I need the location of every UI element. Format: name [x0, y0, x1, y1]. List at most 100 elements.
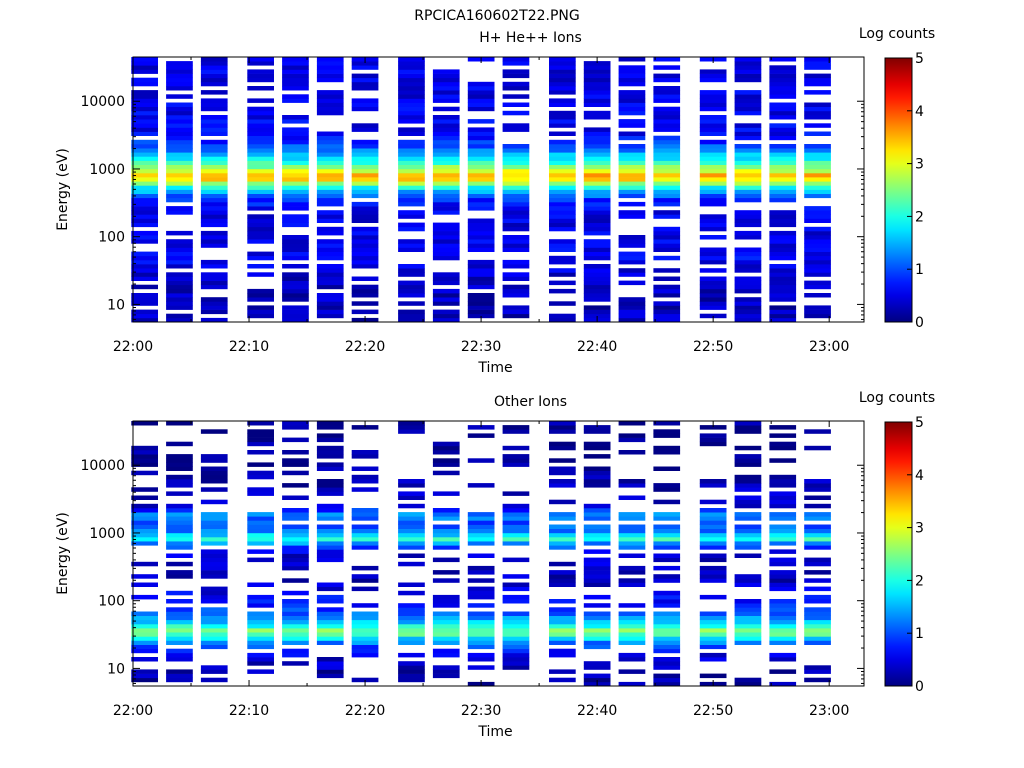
heatmap-cell	[653, 255, 681, 261]
heatmap-cell	[583, 615, 611, 621]
heatmap-cell	[398, 164, 425, 170]
heatmap-cell	[200, 665, 228, 670]
heatmap-cell	[734, 177, 762, 182]
heatmap-cell	[316, 557, 344, 563]
heatmap-cell	[316, 450, 344, 455]
heatmap-cell	[583, 470, 611, 476]
heatmap-cell	[734, 65, 762, 70]
heatmap-cell	[131, 251, 158, 257]
heatmap-cell	[769, 65, 797, 70]
heatmap-cell	[549, 239, 576, 244]
heatmap-cell	[467, 665, 495, 670]
heatmap-cell	[432, 73, 460, 79]
heatmap-cell	[734, 309, 762, 315]
panel-title: Other Ions	[494, 394, 567, 410]
heatmap-cell	[618, 309, 646, 315]
heatmap-cell	[351, 139, 379, 145]
heatmap-cell	[804, 65, 831, 70]
heatmap-cell	[131, 293, 158, 298]
heatmap-cell	[166, 545, 193, 550]
heatmap-cell	[316, 251, 344, 257]
heatmap-cell	[804, 177, 831, 182]
heatmap-cell	[467, 131, 495, 136]
heatmap-cell	[200, 520, 228, 525]
y-tick-label: 1000	[89, 162, 125, 178]
heatmap-cell	[653, 557, 681, 563]
heatmap-cell	[467, 160, 495, 165]
heatmap-cell	[166, 607, 193, 612]
heatmap-cell	[398, 131, 425, 136]
heatmap-cell	[549, 615, 576, 621]
heatmap-cell	[502, 524, 530, 529]
heatmap-cell	[618, 301, 646, 306]
heatmap-cell	[316, 177, 344, 182]
heatmap-cell	[653, 516, 681, 521]
heatmap-cell	[282, 421, 309, 426]
heatmap-cell	[699, 222, 727, 228]
heatmap-cell	[804, 536, 831, 542]
heatmap-cell	[247, 549, 274, 554]
heatmap-cell	[467, 628, 495, 633]
heatmap-cell	[131, 98, 158, 103]
heatmap-cell	[398, 139, 425, 145]
heatmap-cell	[804, 541, 831, 546]
heatmap-cell	[282, 172, 309, 178]
heatmap-cell	[769, 458, 797, 463]
x-tick-label: 22:00	[113, 339, 153, 355]
heatmap-cell	[316, 545, 344, 550]
heatmap-cell	[247, 474, 274, 480]
heatmap-cell	[804, 284, 831, 290]
heatmap-cell	[699, 144, 727, 149]
heatmap-cell	[734, 123, 762, 128]
heatmap-cell	[131, 94, 158, 99]
heatmap-cell	[769, 524, 797, 529]
heatmap-cell	[583, 193, 611, 199]
heatmap-cell	[583, 185, 611, 190]
heatmap-cell	[398, 197, 425, 203]
heatmap-cell	[131, 313, 158, 319]
heatmap-cell	[699, 98, 727, 103]
heatmap-cell	[502, 313, 530, 319]
heatmap-cell	[502, 284, 530, 290]
heatmap-cell	[467, 243, 495, 248]
heatmap-cell	[699, 623, 727, 629]
heatmap-cell	[166, 210, 193, 215]
heatmap-cell	[467, 565, 495, 571]
heatmap-cell	[583, 665, 611, 670]
heatmap-cell	[166, 657, 193, 662]
heatmap-cell	[282, 86, 309, 91]
heatmap-cell	[502, 454, 530, 459]
heatmap-cell	[166, 160, 193, 165]
heatmap-cell	[316, 669, 344, 674]
heatmap-cell	[769, 185, 797, 190]
heatmap-cell	[200, 454, 228, 459]
heatmap-cell	[467, 81, 495, 87]
heatmap-cell	[432, 77, 460, 83]
heatmap-cell	[769, 264, 797, 269]
heatmap-cell	[583, 222, 611, 228]
heatmap-cell	[502, 181, 530, 186]
heatmap-cell	[699, 628, 727, 633]
heatmap-cell	[618, 636, 646, 641]
heatmap-cell	[282, 549, 309, 554]
heatmap-cell	[699, 131, 727, 136]
heatmap-cell	[618, 181, 646, 186]
heatmap-cell	[247, 123, 274, 128]
heatmap-cell	[398, 429, 425, 434]
heatmap-cell	[653, 177, 681, 182]
heatmap-cell	[583, 272, 611, 277]
heatmap-cell	[282, 450, 309, 455]
heatmap-cell	[502, 574, 530, 579]
heatmap-cell	[804, 247, 831, 252]
heatmap-cell	[200, 65, 228, 70]
heatmap-cell	[200, 470, 228, 476]
heatmap-cell	[351, 247, 379, 252]
heatmap-cell	[282, 607, 309, 612]
heatmap-cell	[351, 255, 379, 261]
heatmap-cell	[200, 549, 228, 554]
heatmap-cell	[316, 445, 344, 451]
heatmap-cell	[282, 615, 309, 621]
heatmap-cell	[583, 441, 611, 447]
heatmap-cell	[432, 247, 460, 252]
heatmap-cell	[282, 222, 309, 228]
